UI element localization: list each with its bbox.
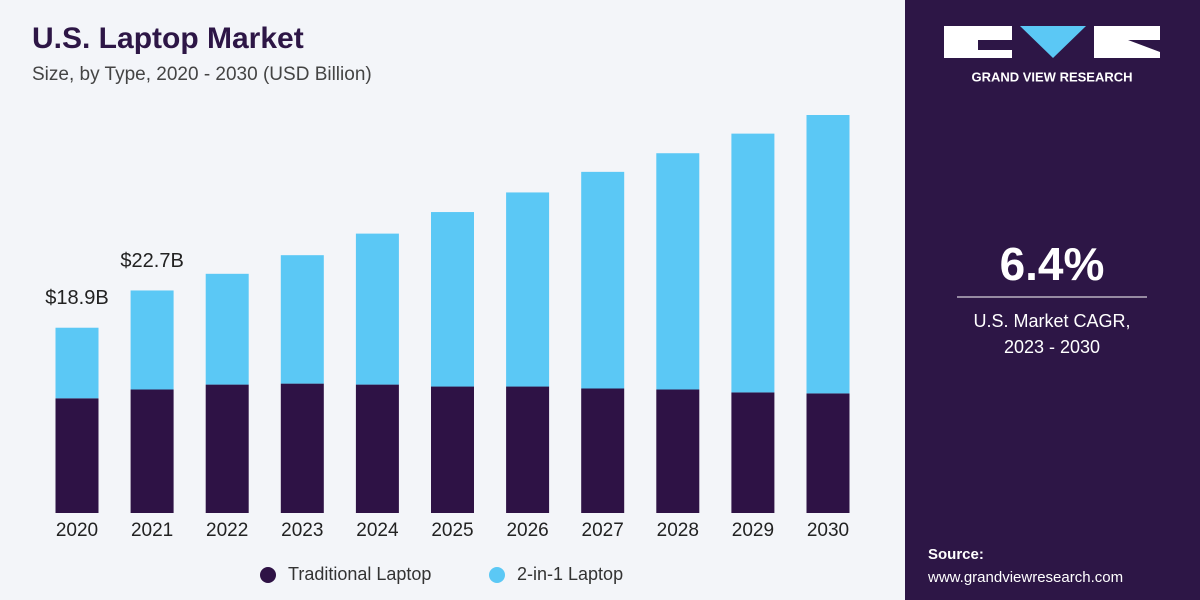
chart-subtitle: Size, by Type, 2020 - 2030 (USD Billion) bbox=[32, 64, 372, 85]
cagr-period: 2023 - 2030 bbox=[1004, 337, 1100, 357]
bar-segment bbox=[280, 383, 324, 513]
bar-segment bbox=[205, 384, 249, 513]
value-label: $22.7B bbox=[120, 250, 183, 272]
legend-marker bbox=[260, 567, 276, 583]
bar-segment bbox=[806, 393, 850, 513]
bar-segment bbox=[205, 273, 249, 385]
bar-segment bbox=[656, 389, 700, 513]
source-label: Source: bbox=[928, 546, 984, 563]
x-tick-label: 2028 bbox=[657, 520, 699, 541]
bar-segment bbox=[55, 327, 99, 399]
bar-segment bbox=[431, 212, 474, 387]
brand: GRAND VIEW RESEARCH bbox=[971, 69, 1132, 84]
logo bbox=[944, 26, 1160, 58]
logo-v bbox=[1020, 26, 1086, 58]
x-tick-label: 2022 bbox=[206, 520, 248, 541]
bar-segment bbox=[355, 384, 399, 513]
bar-segment bbox=[355, 233, 399, 385]
x-tick-label: 2030 bbox=[807, 520, 849, 541]
legend-marker bbox=[489, 567, 505, 583]
x-tick-label: 2020 bbox=[56, 520, 98, 541]
logo-cut bbox=[1128, 40, 1160, 52]
legend-label: 2-in-1 Laptop bbox=[517, 564, 623, 584]
side-panel bbox=[905, 0, 1200, 600]
bar-segment bbox=[130, 290, 174, 390]
logo-cut bbox=[978, 40, 1012, 50]
x-tick-label: 2027 bbox=[582, 520, 624, 541]
x-tick-label: 2026 bbox=[506, 520, 548, 541]
bar-segment bbox=[581, 171, 625, 389]
bar-segment bbox=[731, 392, 775, 513]
bar-segment bbox=[656, 153, 700, 390]
bar-segment bbox=[581, 388, 625, 513]
bar-segment bbox=[506, 192, 550, 387]
x-tick-label: 2023 bbox=[281, 520, 323, 541]
x-tick-label: 2021 bbox=[131, 520, 173, 541]
bar-segment bbox=[731, 133, 775, 393]
x-tick-label: 2029 bbox=[732, 520, 774, 541]
legend-label: Traditional Laptop bbox=[288, 564, 431, 584]
x-tick-label: 2025 bbox=[431, 520, 473, 541]
cagr-label: U.S. Market CAGR, bbox=[973, 311, 1130, 331]
source-url: www.grandviewresearch.com bbox=[927, 569, 1123, 586]
bar-segment bbox=[130, 389, 174, 513]
bar-segment bbox=[806, 115, 850, 394]
value-label: $18.9B bbox=[45, 287, 108, 309]
cagr-value: 6.4% bbox=[1000, 238, 1105, 290]
bar-segment bbox=[55, 398, 99, 513]
bar-segment bbox=[431, 386, 474, 513]
x-tick-label: 2024 bbox=[356, 520, 399, 541]
bar-segment bbox=[506, 386, 550, 513]
bar-segment bbox=[280, 255, 324, 384]
chart-title: U.S. Laptop Market bbox=[32, 22, 304, 55]
